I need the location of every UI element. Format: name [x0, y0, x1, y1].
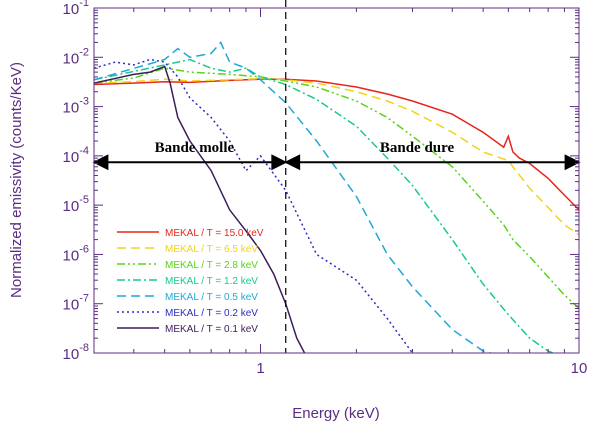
y-tick-label: 10-3	[63, 96, 89, 117]
y-tick-label: 10-5	[63, 194, 89, 215]
legend-label: MEKAL / T = 6.5 keV	[165, 244, 258, 255]
series-line	[94, 41, 494, 353]
plot-frame	[93, 7, 580, 354]
y-tick-label: 10-7	[63, 293, 89, 314]
x-tick-label: 10	[571, 360, 588, 377]
series-line	[94, 65, 306, 353]
legend-label: MEKAL / T = 0.1 keV	[165, 324, 258, 335]
legend-label: MEKAL / T = 15.0 keV	[165, 228, 264, 239]
x-tick-label: 1	[256, 360, 264, 377]
legend: MEKAL / T = 15.0 keV MEKAL / T = 6.5 keV M…	[117, 228, 264, 335]
series-line	[94, 58, 415, 353]
legend-label: MEKAL / T = 0.2 keV	[165, 308, 258, 319]
annotation-layer: Bande molle Bande dure	[92, 0, 581, 353]
y-tick-label: 10-6	[63, 243, 89, 264]
series-line	[94, 58, 555, 353]
series-line	[94, 77, 579, 236]
x-axis-label: Energy (keV)	[292, 405, 380, 422]
series-line	[94, 67, 579, 310]
legend-label: MEKAL / T = 0.5 keV	[165, 292, 258, 303]
y-tick-label: 10-8	[63, 342, 89, 363]
legend-label: MEKAL / T = 1.2 keV	[165, 276, 258, 287]
legend-label: MEKAL / T = 2.8 keV	[165, 260, 258, 271]
y-tick-label: 10-2	[63, 46, 89, 67]
y-tick-label: 10-1	[63, 0, 89, 18]
series-layer	[94, 41, 579, 353]
band-label: Bande molle	[155, 140, 235, 156]
y-axis-label: Normalized emissivity (counts/KeV)	[8, 62, 25, 298]
band-label: Bande dure	[380, 140, 455, 156]
y-tick-label: 10-4	[63, 145, 89, 166]
tick-layer: 1 10 10-1 10-2 10-3 10-4 10-5 10-6 10-7 10-8	[63, 0, 588, 377]
